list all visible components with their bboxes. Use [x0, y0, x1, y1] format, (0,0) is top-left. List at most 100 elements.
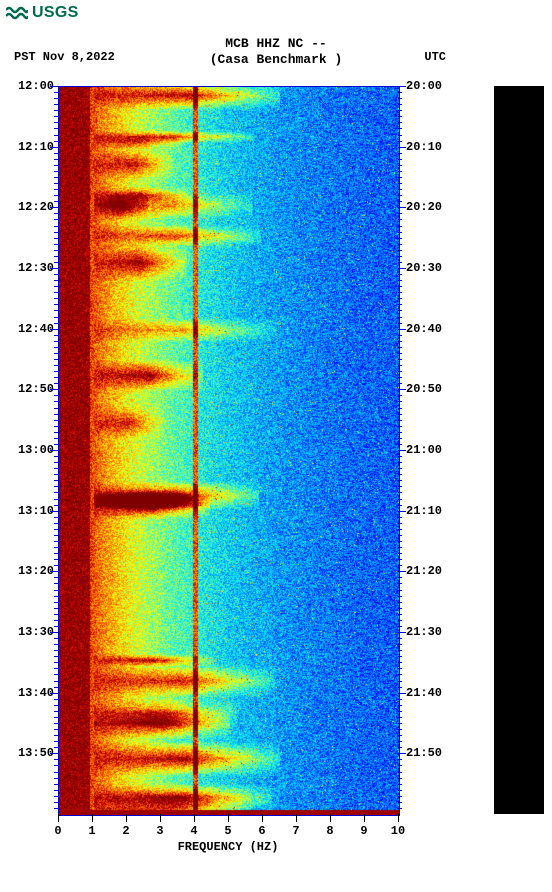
y-tick-right [398, 244, 402, 245]
y-tick-right [398, 304, 402, 305]
y-tick-right [398, 159, 402, 160]
y-tick-right [398, 408, 402, 409]
y-tick-right [398, 559, 402, 560]
y-tick-left [54, 474, 58, 475]
y-tick-right [398, 359, 402, 360]
y-tick-left [54, 547, 58, 548]
y-right-label: 21:30 [406, 625, 466, 639]
y-tick-left [54, 426, 58, 427]
y-tick-right [398, 329, 406, 330]
y-tick-left [54, 377, 58, 378]
x-tick [364, 814, 365, 822]
y-tick-left [54, 747, 58, 748]
y-tick-right [398, 141, 402, 142]
y-tick-right [398, 98, 402, 99]
y-tick-right [398, 365, 402, 366]
y-tick-right [398, 383, 402, 384]
y-tick-right [398, 565, 402, 566]
y-tick-right [398, 529, 402, 530]
y-tick-left [54, 335, 58, 336]
y-right-label: 21:40 [406, 686, 466, 700]
y-tick-left [54, 583, 58, 584]
y-tick-right [398, 729, 402, 730]
y-tick-left [54, 790, 58, 791]
y-tick-left [54, 729, 58, 730]
y-left-label: 12:00 [4, 79, 54, 93]
y-tick-right [398, 268, 406, 269]
y-tick-right [398, 614, 402, 615]
y-tick-left [54, 608, 58, 609]
y-tick-right [398, 778, 402, 779]
y-tick-right [398, 122, 402, 123]
y-tick-right [398, 741, 402, 742]
x-tick [262, 814, 263, 822]
y-tick-right [398, 147, 406, 148]
x-tick [296, 814, 297, 822]
x-tick-label: 8 [326, 824, 333, 838]
y-tick-right [398, 505, 402, 506]
y-tick-left [54, 341, 58, 342]
y-tick-right [398, 553, 402, 554]
y-tick-left [54, 662, 58, 663]
y-tick-right [398, 347, 402, 348]
y-tick-left [54, 741, 58, 742]
y-tick-left [54, 772, 58, 773]
y-tick-right [398, 571, 406, 572]
y-tick-right [398, 541, 402, 542]
y-tick-right [398, 116, 402, 117]
y-tick-right [398, 207, 406, 208]
y-tick-right [398, 341, 402, 342]
y-tick-right [398, 238, 402, 239]
x-tick-label: 9 [360, 824, 367, 838]
y-tick-left [54, 529, 58, 530]
y-tick-left [54, 808, 58, 809]
y-tick-right [398, 626, 402, 627]
y-tick-right [398, 492, 402, 493]
y-tick-left [54, 292, 58, 293]
y-tick-left [54, 365, 58, 366]
y-tick-right [398, 784, 402, 785]
y-tick-left [54, 778, 58, 779]
y-tick-left [54, 128, 58, 129]
y-tick-left [54, 286, 58, 287]
y-tick-right [398, 250, 402, 251]
y-tick-right [398, 177, 402, 178]
y-tick-left [54, 559, 58, 560]
y-left-label: 13:50 [4, 746, 54, 760]
y-tick-left [54, 232, 58, 233]
y-tick-right [398, 298, 402, 299]
y-tick-right [398, 705, 402, 706]
y-tick-left [50, 86, 58, 87]
y-tick-right [398, 92, 402, 93]
y-tick-left [54, 644, 58, 645]
y-tick-left [50, 389, 58, 390]
y-tick-right [398, 377, 402, 378]
y-tick-left [54, 553, 58, 554]
y-tick-right [398, 602, 402, 603]
y-tick-right [398, 213, 402, 214]
y-tick-left [54, 486, 58, 487]
y-tick-right [398, 796, 402, 797]
y-tick-left [54, 298, 58, 299]
y-tick-left [54, 796, 58, 797]
x-tick-label: 2 [122, 824, 129, 838]
y-tick-right [398, 323, 402, 324]
y-tick-left [54, 668, 58, 669]
y-tick-left [54, 638, 58, 639]
y-tick-right [398, 310, 402, 311]
date-label: PST Nov 8,2022 [14, 50, 115, 64]
y-tick-left [54, 116, 58, 117]
y-tick-right [398, 480, 402, 481]
y-tick-right [398, 128, 402, 129]
y-right-label: 20:10 [406, 140, 466, 154]
x-tick [92, 814, 93, 822]
y-tick-left [50, 571, 58, 572]
y-left-label: 12:40 [4, 322, 54, 336]
y-tick-right [398, 86, 406, 87]
y-tick-right [398, 523, 402, 524]
y-tick-right [398, 753, 406, 754]
x-axis: FREQUENCY (HZ) 012345678910 [58, 814, 398, 864]
y-tick-right [398, 486, 402, 487]
y-tick-left [54, 517, 58, 518]
y-tick-left [54, 596, 58, 597]
